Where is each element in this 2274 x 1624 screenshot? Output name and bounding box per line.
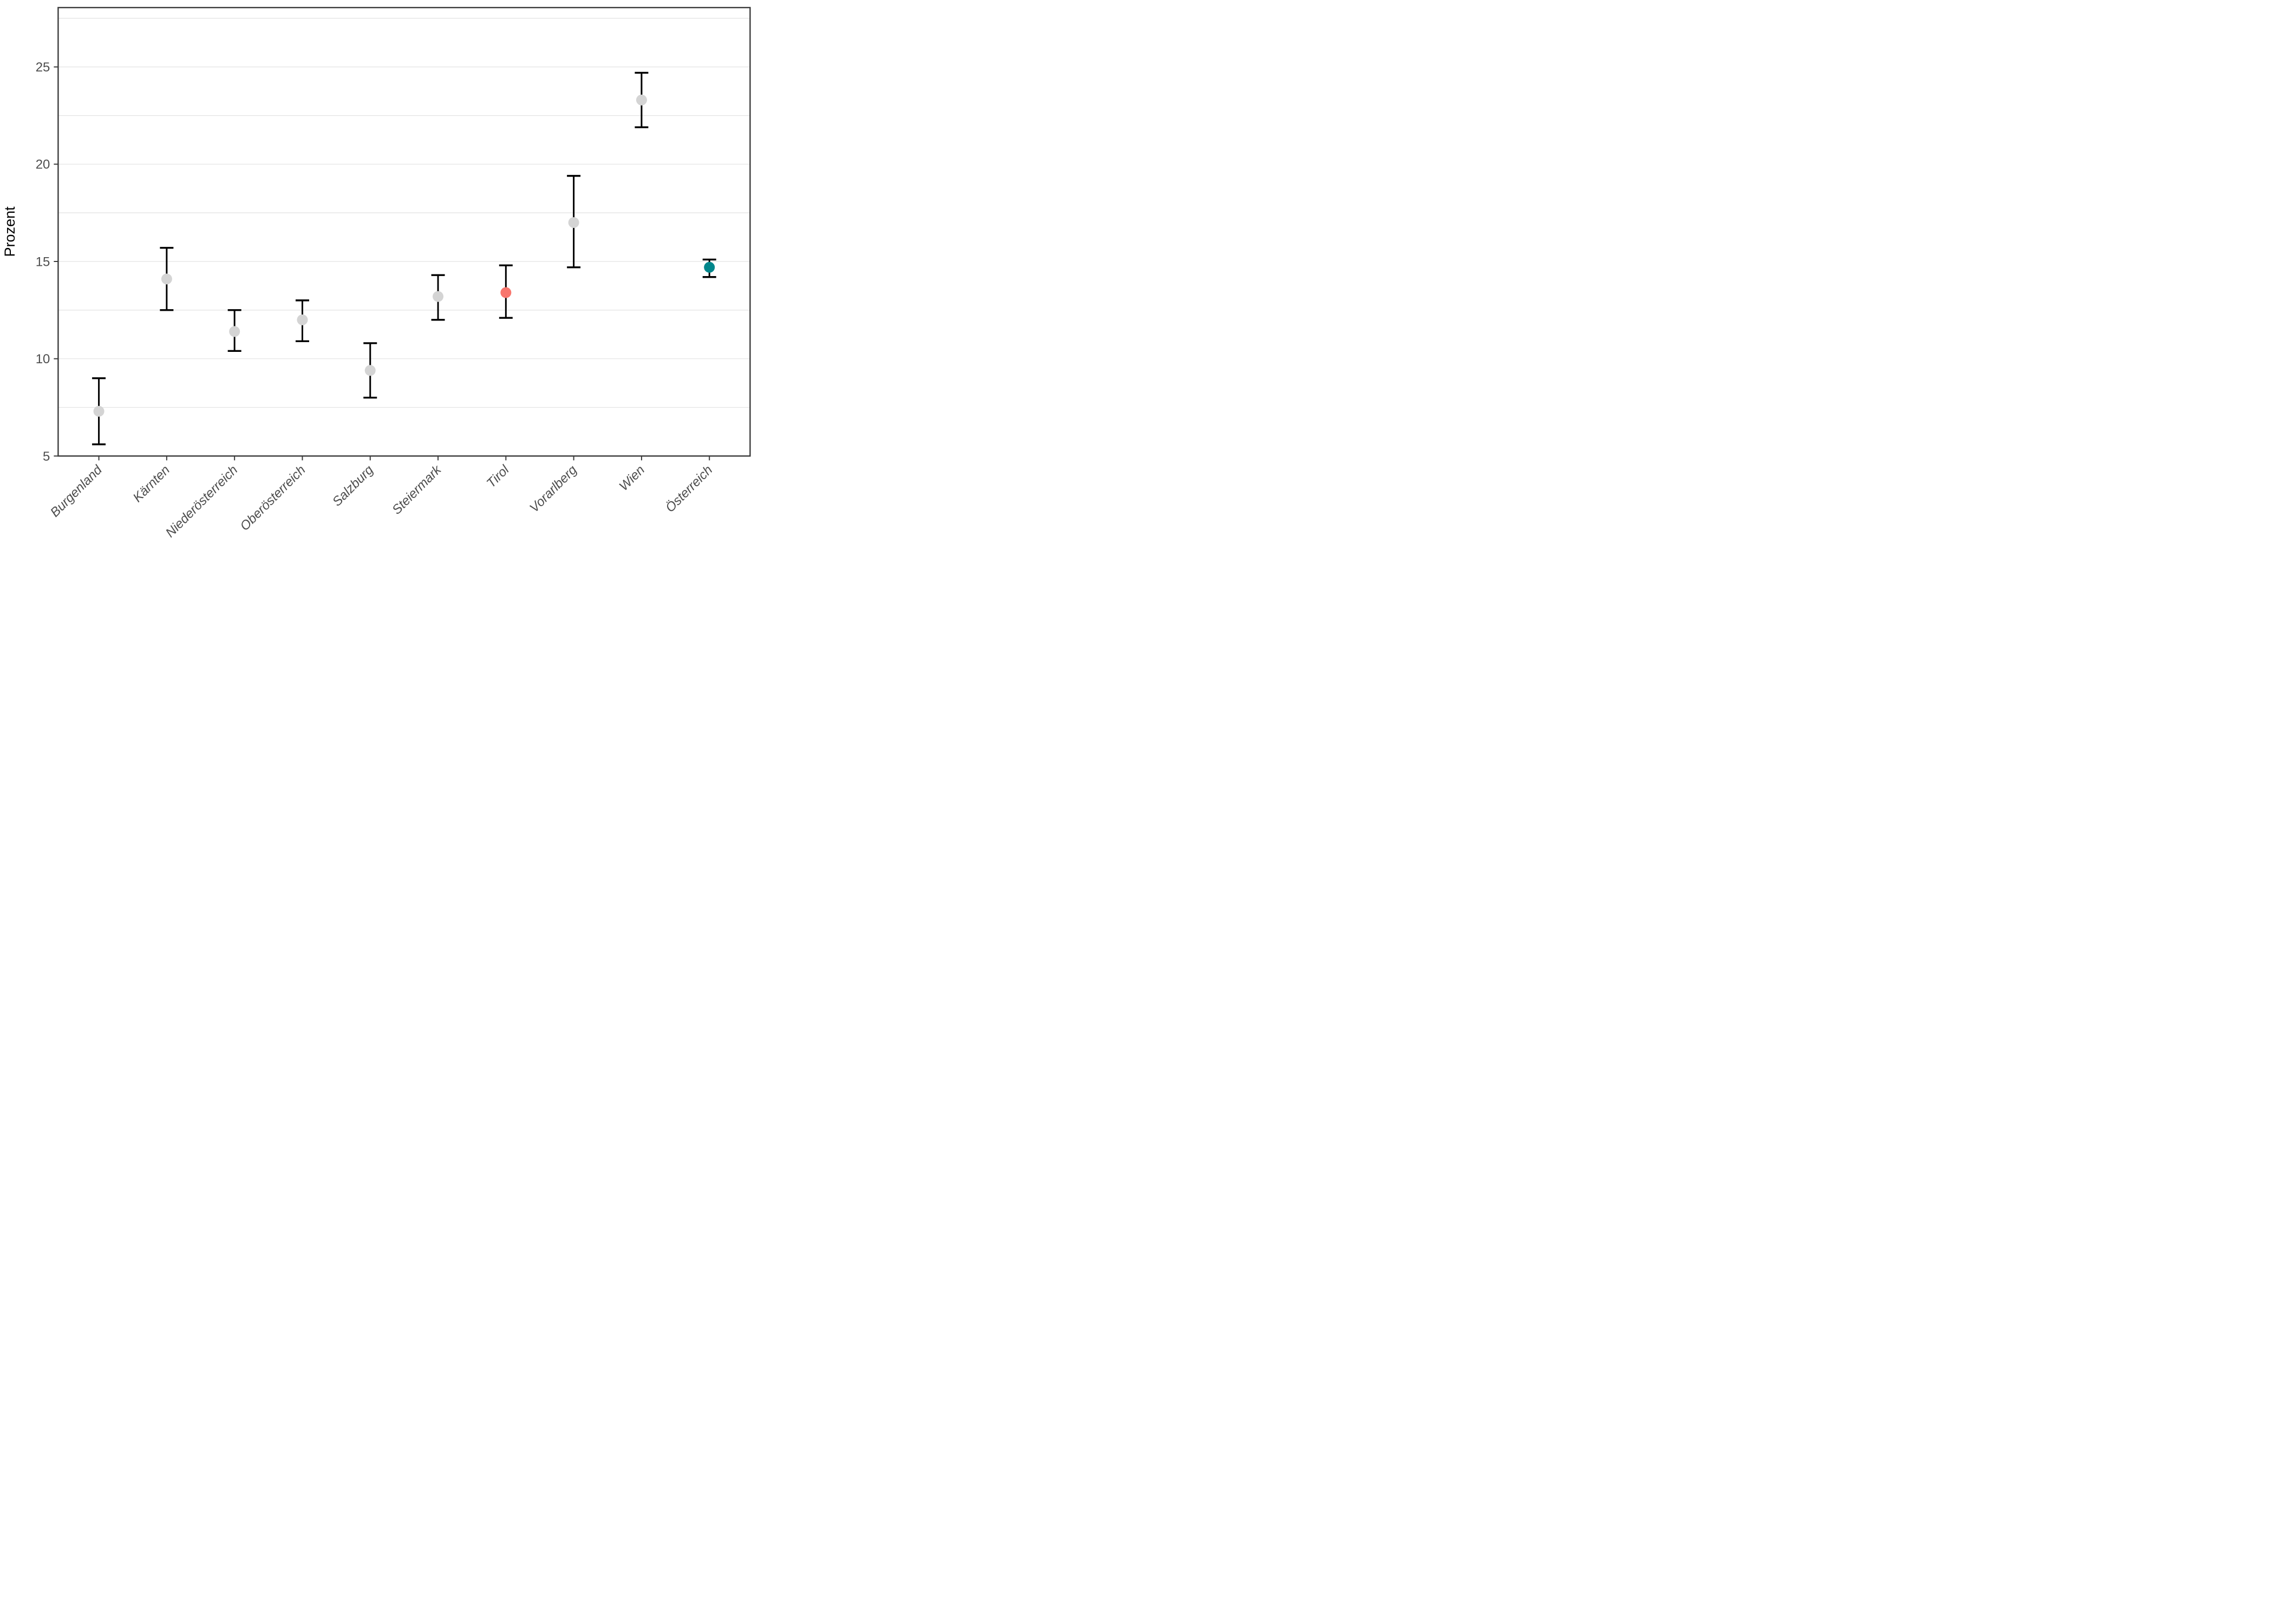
x-category-label-vorarlberg: Vorarlberg xyxy=(527,462,580,515)
point-tirol xyxy=(500,287,512,298)
pointrange-chart: Prozent 5 10 15 20 25 Burgenland KärntenNieder… xyxy=(2,6,751,541)
point-karnten xyxy=(161,273,172,285)
plot-panel: 5 10 15 20 25 Burgenland KärntenNiederösterrei… xyxy=(36,6,751,541)
x-category-label-wien: Wien xyxy=(617,463,648,494)
panel-border xyxy=(57,6,751,457)
pointrange-niederosterreich xyxy=(227,309,241,352)
y-tick-label-20: 20 xyxy=(36,158,50,172)
point-wien xyxy=(636,94,647,106)
x-category-label-steiermark: Steiermark xyxy=(389,462,445,518)
pointrange-oberosterreich xyxy=(295,299,309,343)
pointrange-osterreich xyxy=(702,258,716,278)
pointrange-vorarlberg xyxy=(567,175,581,269)
x-category-label-osterreich: Österreich xyxy=(663,463,715,515)
y-tick-label-5: 5 xyxy=(43,449,50,464)
x-category-label-salzburg: Salzburg xyxy=(330,462,377,509)
y-tick-label-15: 15 xyxy=(36,254,50,269)
pointrange-tirol xyxy=(499,264,513,319)
x-category-label-burgenland: Burgenland xyxy=(48,462,105,520)
point-niederosterreich xyxy=(229,326,240,337)
pointrange-steiermark xyxy=(431,274,445,321)
y-tick-label-10: 10 xyxy=(36,352,50,366)
x-category-label-oberosterreich: Oberösterreich xyxy=(237,463,308,534)
point-salzburg xyxy=(364,365,376,376)
point-osterreich xyxy=(704,261,715,273)
x-category-label-niederosterreich: Niederösterreich xyxy=(163,463,241,541)
y-tick-label-25: 25 xyxy=(36,60,50,75)
point-burgenland xyxy=(93,405,104,417)
pointrange-wien xyxy=(635,71,649,128)
point-vorarlberg xyxy=(568,217,579,228)
pointrange-karnten xyxy=(160,247,174,311)
y-axis-title: Prozent xyxy=(2,206,18,257)
chart-figure: Prozent 5 10 15 20 25 Burgenland Kärnten Nieder… xyxy=(0,0,758,541)
x-category-label-karnten: Kärnten xyxy=(130,463,173,506)
pointrange-burgenland xyxy=(92,377,106,446)
point-steiermark xyxy=(433,291,444,302)
x-category-label-tirol: Tirol xyxy=(484,462,512,490)
point-oberosterreich xyxy=(297,314,308,325)
pointrange-salzburg xyxy=(363,342,377,399)
